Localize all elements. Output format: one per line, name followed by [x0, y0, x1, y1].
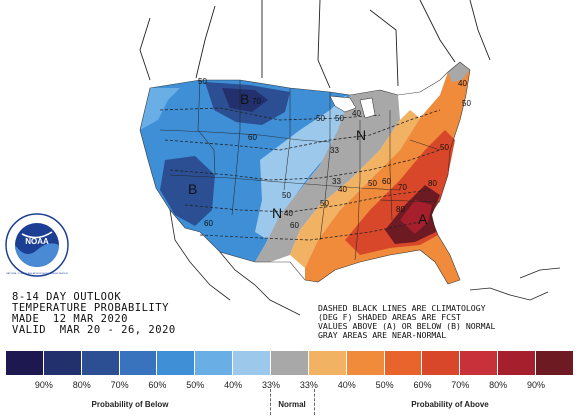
legend-swatch [460, 351, 499, 375]
legend-tick-label: 50% [375, 380, 394, 390]
us-below-light [140, 88, 180, 130]
probability-legend [6, 351, 574, 375]
contour-label: 33 [332, 177, 341, 186]
legend-category-below: Probability of Below [91, 400, 169, 409]
contour-label: 33 [330, 146, 339, 155]
note-line: GRAY AREAS ARE NEAR-NORMAL [318, 330, 447, 340]
region-label-below-west: B [188, 181, 197, 197]
legend-tick-label: 40% [224, 380, 243, 390]
state-borders [139, 61, 471, 285]
outlook-map: B B A N N 50 70 60 50 50 40 33 33 50 60 … [139, 0, 561, 316]
canada-borders [139, 0, 491, 89]
legend-swatch [81, 351, 120, 375]
us-above-inner [400, 200, 432, 234]
legend-category-normal: Normal [278, 400, 306, 409]
contour-label: 80 [396, 205, 405, 214]
us-above-light [290, 110, 420, 268]
legend-category-above: Probability of Above [411, 400, 489, 409]
noaa-logo-text: NOAA [25, 237, 49, 246]
region-label-normal-greatlakes: N [356, 127, 366, 143]
contour-label: 50 [320, 199, 329, 208]
contour-label: 50 [316, 114, 325, 123]
legend-separator [314, 389, 315, 415]
legend-swatch [384, 351, 423, 375]
contour-label: 50 [198, 77, 207, 86]
legend-tick-label: 70% [110, 380, 129, 390]
legend-separator [270, 389, 271, 415]
northeast-gray [448, 62, 470, 82]
us-light-belt [255, 96, 356, 240]
contour-label: 60 [290, 221, 299, 230]
note-line: VALUES ABOVE (A) OR BELOW (B) NORMAL [318, 321, 496, 331]
contour-label: 50 [368, 179, 377, 188]
legend-swatch [536, 351, 574, 375]
contour-label: 40 [284, 209, 293, 218]
noaa-logo: NOAA NATIONAL OCEANIC AND ATMOSPHERIC AD… [5, 213, 69, 277]
contour-label: 60 [382, 177, 391, 186]
us-below-north-center [222, 88, 268, 112]
legend-swatch [195, 351, 234, 375]
note-line: (DEG F) SHADED AREAS ARE FCST [318, 312, 461, 322]
legend-swatch [271, 351, 309, 375]
title-line: 8-14 DAY OUTLOOK [12, 291, 122, 303]
mexico-caribbean [169, 209, 561, 316]
title-line: VALID MAR 20 - 26, 2020 [12, 324, 176, 336]
contour-label: 70 [252, 97, 261, 106]
contour-label: 40 [352, 109, 361, 118]
contour-label: 60 [204, 219, 213, 228]
contour-label: 70 [398, 183, 407, 192]
contour-label: 40 [458, 79, 467, 88]
legend-swatch [233, 351, 272, 375]
legend-ticks: 90% 80% 70% 60% 50% 40% 33% 33% 40% 50% 60% 70% 80% 9… [25, 380, 555, 390]
legend-swatch [119, 351, 158, 375]
legend-tick-label: 33% [262, 380, 281, 390]
contour-label: 40 [338, 185, 347, 194]
legend-tick-label: 90% [527, 380, 546, 390]
legend-swatch [6, 351, 44, 375]
legend-swatch [43, 351, 82, 375]
title-line: MADE 12 MAR 2020 [12, 313, 128, 325]
note-line: DASHED BLACK LINES ARE CLIMATOLOGY [318, 303, 486, 313]
contour-label: 50 [462, 99, 471, 108]
region-label-normal-central: N [272, 205, 282, 221]
legend-swatch [346, 351, 385, 375]
contour-label: 80 [428, 179, 437, 188]
us-below-west-core [160, 156, 215, 226]
legend-categories: Probability of Below Normal Probability … [0, 398, 581, 414]
legend-tick-label: 40% [337, 380, 356, 390]
climatology-note: DASHED BLACK LINES ARE CLIMATOLOGY (DEG … [318, 304, 495, 340]
contour-label: 50 [282, 191, 291, 200]
legend-tick-label: 33% [299, 380, 318, 390]
region-label-below-north: B [240, 91, 249, 107]
great-lakes [329, 95, 376, 119]
legend-swatch [157, 351, 196, 375]
legend-swatch [308, 351, 347, 375]
legend-tick-label: 80% [72, 380, 91, 390]
legend-tick-label: 70% [451, 380, 470, 390]
contour-label: 50 [335, 114, 344, 123]
outlook-title-block: 8-14 DAY OUTLOOK TEMPERATURE PROBABILITY… [12, 292, 176, 336]
legend-tick-label: 50% [186, 380, 205, 390]
legend-swatch [422, 351, 461, 375]
legend-swatch [498, 351, 537, 375]
legend-tick-label: 60% [413, 380, 432, 390]
title-line: TEMPERATURE PROBABILITY [12, 302, 169, 314]
legend-tick-label: 60% [148, 380, 167, 390]
region-label-above-southeast: A [418, 211, 428, 227]
legend-tick-label: 90% [34, 380, 53, 390]
contour-label: 50 [440, 143, 449, 152]
legend-tick-label: 80% [489, 380, 508, 390]
contour-label: 60 [248, 133, 257, 142]
climatology-lines [159, 107, 441, 241]
noaa-logo-ring-text: NATIONAL OCEANIC AND ATMOSPHERIC ADMINIS… [6, 272, 68, 275]
